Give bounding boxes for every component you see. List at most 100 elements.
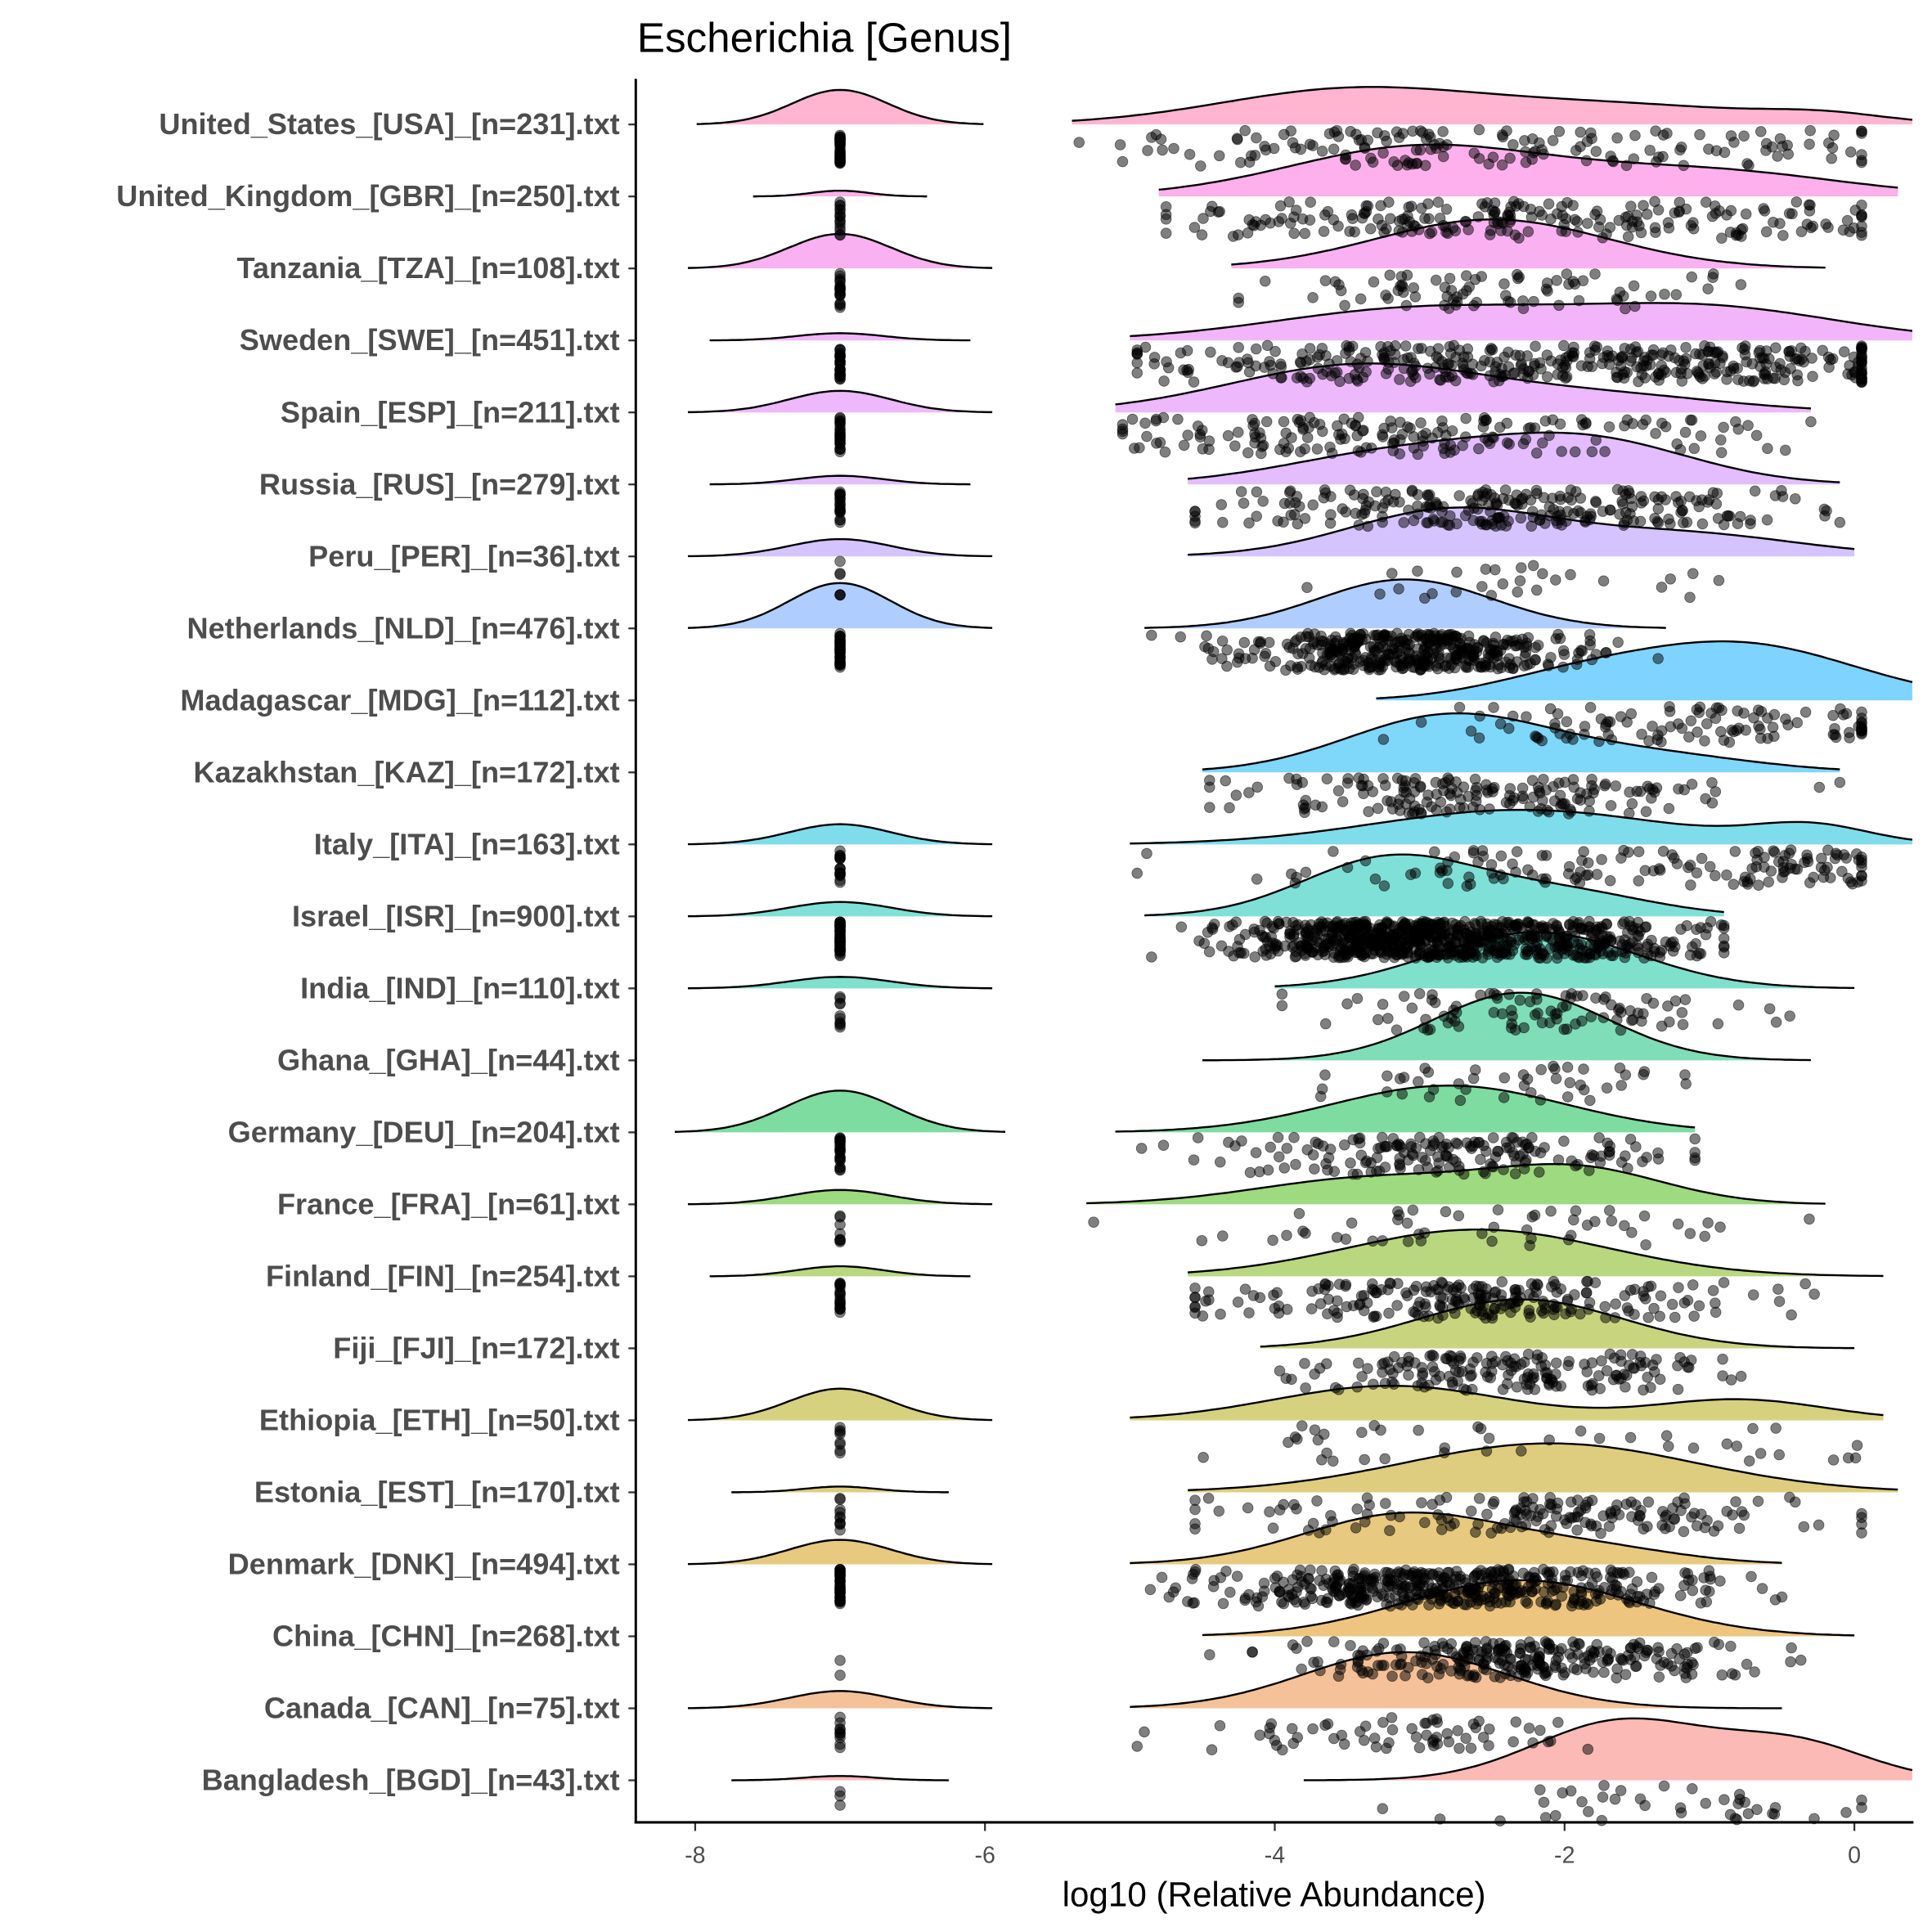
data-point xyxy=(1629,341,1642,353)
data-point xyxy=(1846,369,1858,381)
data-point xyxy=(1242,353,1253,365)
data-point xyxy=(1591,1638,1603,1651)
zero-data-point xyxy=(834,1021,846,1033)
data-point xyxy=(1515,1660,1527,1672)
data-point xyxy=(1224,1586,1236,1598)
zero-density-area xyxy=(688,1691,993,1709)
data-point xyxy=(1337,796,1349,807)
data-point xyxy=(1469,1064,1481,1076)
data-point xyxy=(1415,417,1427,429)
data-point xyxy=(1307,1723,1319,1735)
data-point xyxy=(1517,438,1530,450)
data-point xyxy=(1350,1522,1362,1534)
zero-data-point xyxy=(834,1566,846,1578)
data-point xyxy=(1178,439,1190,452)
data-point xyxy=(1778,374,1790,386)
ridge-group xyxy=(688,853,1730,964)
data-point xyxy=(1488,702,1499,713)
data-point xyxy=(1712,1018,1724,1030)
zero-density-area xyxy=(688,1539,993,1565)
data-point xyxy=(1354,1132,1366,1144)
data-point xyxy=(1561,716,1573,728)
data-point xyxy=(1660,1523,1671,1534)
data-point xyxy=(1436,1524,1448,1535)
data-point xyxy=(1561,1023,1573,1035)
data-point xyxy=(1338,1139,1350,1151)
data-point xyxy=(1527,559,1539,572)
data-point xyxy=(1387,934,1400,946)
data-point xyxy=(1621,1302,1633,1314)
data-point xyxy=(1606,999,1617,1011)
data-point xyxy=(1443,358,1454,370)
data-point xyxy=(1489,1587,1501,1599)
data-point xyxy=(1696,518,1709,530)
data-point xyxy=(1452,1138,1463,1150)
data-point xyxy=(1373,213,1384,225)
density-area xyxy=(1130,1651,1782,1709)
data-point xyxy=(1623,807,1635,820)
data-point xyxy=(1379,1453,1391,1465)
data-point xyxy=(1418,1310,1430,1323)
data-point xyxy=(1526,1211,1539,1223)
data-point xyxy=(1713,574,1725,586)
data-point xyxy=(1732,705,1743,717)
data-point xyxy=(1510,866,1521,878)
data-point xyxy=(1243,787,1255,798)
data-point xyxy=(1489,1566,1501,1579)
data-point xyxy=(1384,269,1395,281)
data-point xyxy=(1428,640,1440,651)
data-point xyxy=(1584,702,1597,713)
data-point xyxy=(1359,1720,1372,1732)
density-line xyxy=(1130,1385,1884,1419)
data-point xyxy=(1717,1353,1728,1365)
data-point xyxy=(1332,1295,1343,1307)
data-point xyxy=(1631,1641,1642,1653)
data-point xyxy=(1561,1293,1574,1305)
data-point xyxy=(1640,1239,1651,1251)
data-point xyxy=(1242,447,1254,459)
data-point xyxy=(1786,345,1797,357)
data-point xyxy=(1296,1663,1307,1675)
data-point xyxy=(1532,1007,1543,1019)
data-point xyxy=(1537,873,1548,885)
data-point xyxy=(1700,928,1712,941)
data-point xyxy=(1510,1024,1521,1036)
data-point xyxy=(1131,867,1143,879)
data-point xyxy=(1442,856,1453,868)
data-point xyxy=(1544,703,1557,715)
data-point xyxy=(1683,731,1695,743)
zero-data-point xyxy=(834,505,846,517)
data-point xyxy=(1601,1365,1613,1377)
data-point xyxy=(1606,1215,1618,1227)
data-point xyxy=(1584,508,1597,519)
data-point xyxy=(1312,1138,1324,1150)
data-point xyxy=(1521,711,1532,723)
data-point xyxy=(1694,701,1706,713)
data-point xyxy=(1480,1312,1492,1324)
data-point xyxy=(1378,1660,1390,1671)
data-point xyxy=(1616,939,1629,950)
data-point xyxy=(1687,568,1699,579)
data-point xyxy=(1571,793,1584,805)
data-point xyxy=(1321,773,1333,784)
data-point xyxy=(1630,1141,1642,1152)
data-point xyxy=(1783,208,1795,219)
data-point xyxy=(1773,1449,1785,1461)
data-point xyxy=(1568,781,1580,793)
data-point xyxy=(1716,704,1728,717)
data-point xyxy=(1189,1503,1201,1516)
data-point xyxy=(1400,340,1412,352)
data-point xyxy=(1687,1783,1698,1795)
data-point xyxy=(1613,1509,1625,1521)
data-point xyxy=(1373,1642,1385,1655)
data-point xyxy=(1521,916,1534,928)
data-point xyxy=(1342,639,1355,650)
data-point xyxy=(1355,447,1367,458)
data-point xyxy=(1817,344,1829,357)
data-point xyxy=(1252,636,1265,648)
data-point xyxy=(1498,1072,1511,1084)
data-point xyxy=(1265,1141,1277,1153)
data-point xyxy=(1728,878,1740,890)
data-point xyxy=(1220,775,1232,787)
data-point xyxy=(1359,652,1372,663)
